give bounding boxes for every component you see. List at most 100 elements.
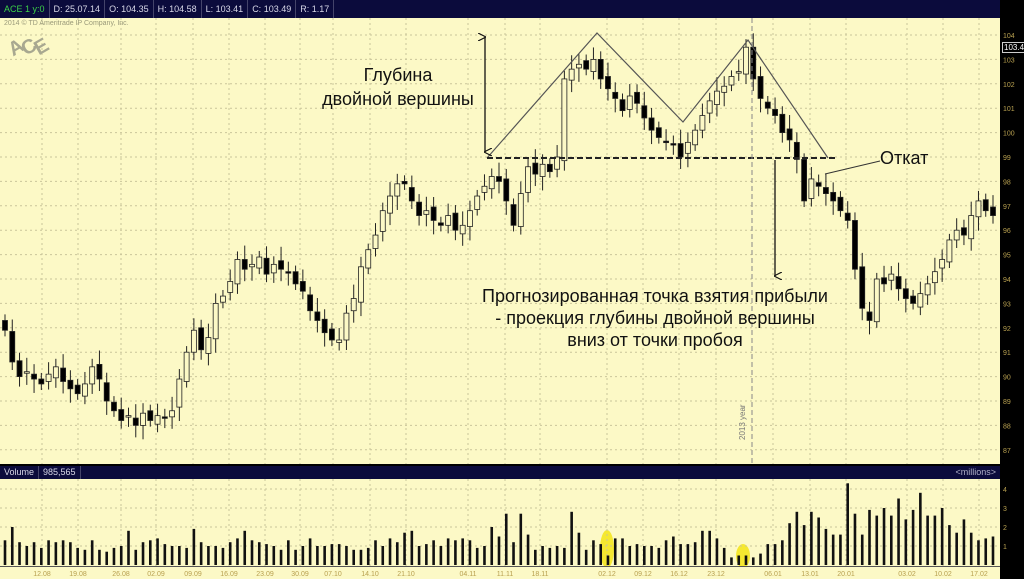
volume-bar [563,547,566,565]
volume-bar [853,513,857,565]
volume-bar [374,540,377,565]
volume-bar [773,544,777,565]
volume-bar [592,540,595,565]
candle-down [837,196,844,212]
candle-up [517,193,524,227]
volume-bar [345,546,348,565]
volume-bar [3,540,7,565]
date-tick-label: 18.11 [532,571,549,578]
candle-up [445,215,452,226]
date-tick-label: 04.11 [460,571,477,578]
volume-axis: 1 2 3 4 [1003,487,1007,551]
volume-bar [228,542,232,565]
candle-down [619,99,626,112]
volume-bar [294,549,297,565]
candle-up [220,295,226,303]
candle-down [852,220,858,270]
volume-panel[interactable] [0,479,1000,566]
volume-bar [257,542,261,565]
candle-down [285,271,292,274]
date-tick-label: 07.10 [324,571,342,578]
volume-bar [977,540,980,565]
candle-down [329,328,335,341]
symbol-label[interactable]: ACE 1 y:0 [0,0,50,18]
volume-bar [366,547,370,565]
candle-up [379,210,386,232]
price-chart-panel[interactable] [0,18,1000,464]
candle-down [583,60,590,70]
volume-bar [766,544,770,565]
volume-bar [279,549,283,565]
candle-up [205,337,212,354]
volume-bar [570,511,573,565]
candle-up [917,293,924,308]
volume-bar [54,542,58,565]
candle-down [764,101,771,109]
date-tick-label: 16.12 [670,571,688,578]
candle-up [931,271,938,284]
volume-bar [860,534,864,565]
candle-up [735,71,742,74]
candle-down [634,91,640,104]
volume-bar [141,542,145,565]
volume-bar [18,542,21,565]
candle-down [830,191,837,202]
volume-bar [98,549,101,565]
candle-down [815,182,822,187]
candle-down [648,117,655,131]
volume-bar [337,544,341,565]
volume-bar [192,528,196,565]
volume-bar [628,546,632,565]
candle-down [961,227,967,236]
candle-up [714,90,720,105]
volume-bar [207,546,210,565]
volume-chart [0,479,1000,566]
date-tick-label: 10.02 [934,571,952,578]
date-tick-label: 17.02 [970,571,988,578]
candle-down [597,59,604,80]
price-tick-label: 88 [1003,423,1011,430]
candle-up [481,185,488,193]
volume-bar [504,513,508,565]
quote-header: ACE 1 y:0 D: 25.07.14 O: 104.35 H: 104.5… [0,0,1000,18]
candle-down [881,277,887,285]
candle-up [728,76,735,86]
candle-down [677,143,684,158]
candle-up [561,78,568,162]
candle-down [401,180,408,185]
candle-up [699,115,706,131]
volume-bar [788,523,791,565]
date-tick-label: 03.02 [898,571,916,578]
candle-up [387,195,393,214]
volume-bar [316,546,319,565]
candle-down [118,409,125,421]
volume-tick-label: 2 [1003,525,1007,532]
volume-bar [468,540,472,565]
candle-up [924,283,931,296]
candle-up [467,210,473,227]
volume-bar [708,530,711,565]
volume-highlight [600,530,614,566]
volume-bar [577,532,581,565]
date-tick-label: 30.09 [291,571,309,578]
date-tick-label: 02.12 [598,571,616,578]
volume-bar [759,553,762,565]
candle-down [779,113,786,134]
volume-bar [948,525,951,565]
candle-down [31,373,37,380]
candle-down [910,295,916,304]
volume-bar [642,546,646,565]
volume-bar [156,538,159,565]
candle-up [539,163,546,177]
volume-bar [548,547,552,565]
date-tick-label: 19.08 [69,571,87,578]
candle-up [336,339,343,343]
volume-bar [388,538,392,565]
volume-bar [650,546,653,565]
volume-bar [802,525,806,565]
date-tick-label: 06.01 [764,571,782,578]
volume-bar [497,536,501,565]
volume-bar [32,542,36,565]
volume-bar [781,540,784,565]
candle-down [859,266,866,309]
